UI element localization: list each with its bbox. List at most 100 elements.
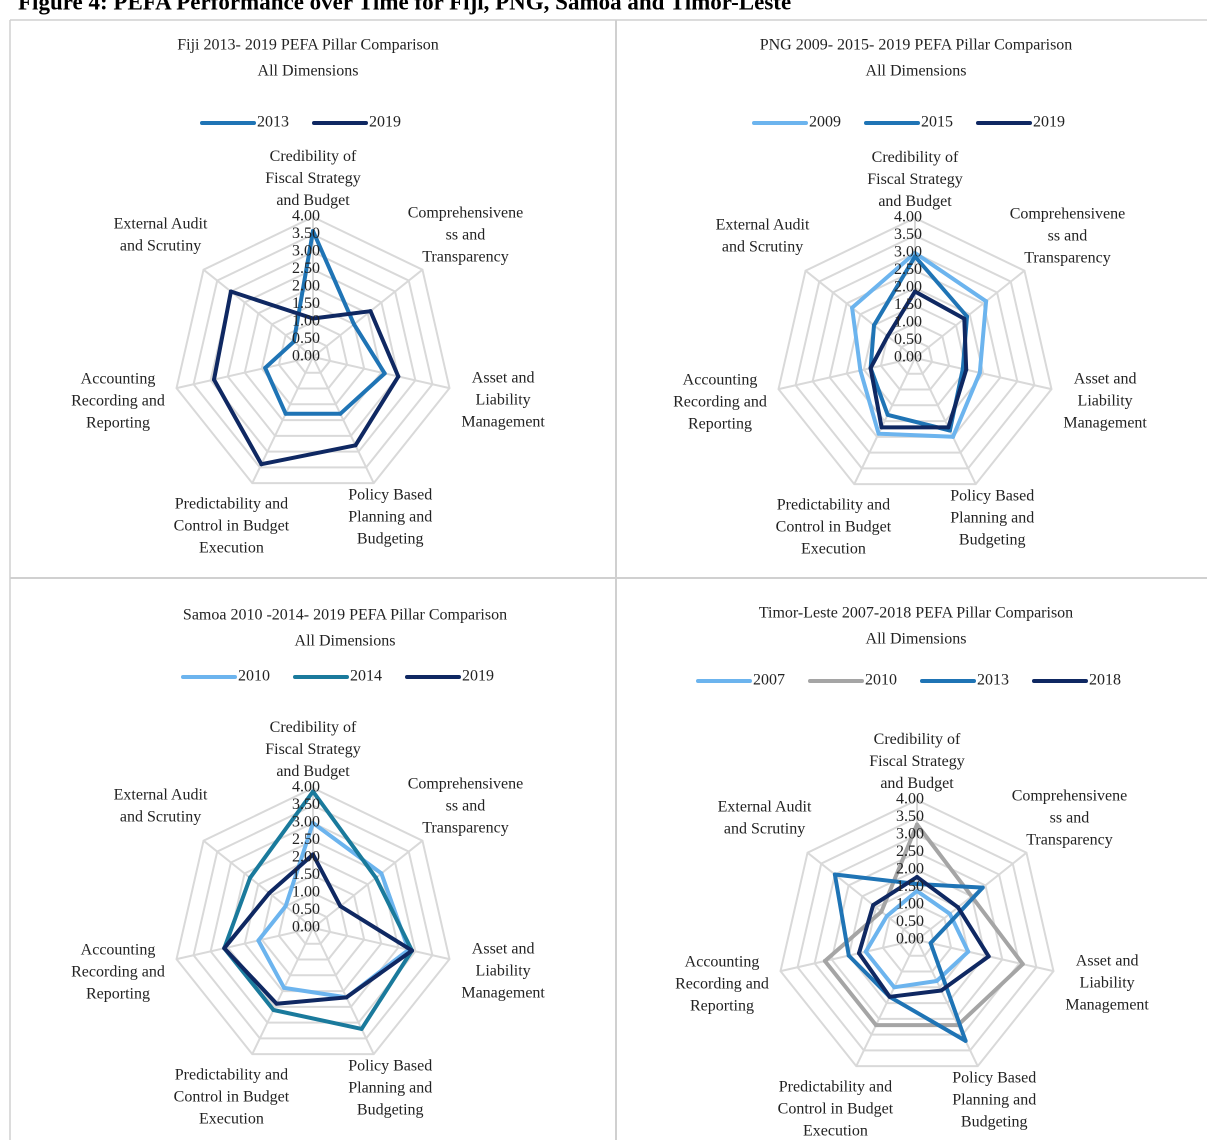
data-point [338, 904, 343, 909]
axis-label-line: External Audit [718, 798, 812, 815]
axis-label-line: Budgeting [959, 531, 1026, 548]
axis-label-line: Asset and [472, 369, 535, 386]
grid-ring [226, 268, 400, 437]
figure-title: Figure 4: PEFA Performance over Time for… [18, 0, 791, 14]
chart-panel: PNG 2009- 2015- 2019 PEFA Pillar Compari… [673, 37, 1147, 557]
data-point [947, 911, 952, 916]
axis-label-line: Accounting [81, 370, 156, 387]
axis-label-line: Planning and [952, 1091, 1036, 1108]
r-tick-label: 3.00 [894, 244, 922, 261]
data-point [382, 371, 387, 376]
data-point [311, 316, 315, 321]
data-point [939, 988, 944, 993]
axis-label: Accounting Recording and Reporting [71, 370, 165, 431]
data-point [850, 305, 855, 310]
axis-label-line: Budgeting [357, 530, 424, 547]
axis-label-line: External Audit [716, 216, 810, 233]
spoke [916, 939, 1054, 973]
grid-ring [243, 285, 383, 422]
data-point [915, 882, 919, 886]
axis-label-line: and Scrutiny [724, 820, 805, 837]
axis-label-line: Comprehensivene [408, 204, 524, 221]
data-point [373, 875, 378, 880]
grid-ring [898, 921, 936, 957]
axis-label-line: Fiscal Strategy [869, 753, 965, 770]
axis-label-line: and Scrutiny [120, 237, 201, 254]
axis-label: Comprehensivene ss and Transparency [408, 204, 524, 265]
axis-label-line: Execution [801, 540, 866, 557]
legend-label: 2010 [238, 668, 270, 685]
chart-panel: Fiji 2013- 2019 PEFA Pillar Comparison Al… [71, 37, 545, 556]
axis-label: Asset and Liability Management [1063, 370, 1147, 431]
grid-ring [294, 909, 332, 945]
axis-label-line: Execution [199, 539, 264, 556]
axis-label-line: Control in Budget [778, 1100, 894, 1117]
chart-title: PNG 2009- 2015- 2019 PEFA Pillar Compari… [760, 37, 1073, 54]
data-point [946, 425, 951, 430]
axis-label: External Audit and Scrutiny [114, 215, 208, 254]
r-tick-label: 3.00 [896, 826, 924, 843]
data-point [338, 411, 343, 416]
axis-label: Predictability and Control in Budget Execu… [778, 1078, 894, 1139]
data-point [1020, 962, 1025, 967]
data-point [282, 985, 287, 990]
axis-label-line: Liability [476, 962, 531, 979]
spoke [312, 839, 424, 929]
chart-subtitle: All Dimensions [866, 631, 967, 648]
data-point [858, 368, 863, 373]
axis-label: Comprehensivene ss and Transparency [1010, 205, 1126, 266]
chart-subtitle: All Dimensions [295, 633, 396, 650]
axis-label-line: ss and [446, 797, 486, 814]
data-point [884, 913, 889, 918]
axis-label-line: Accounting [683, 371, 758, 388]
spoke [176, 927, 314, 961]
grid-ring [794, 234, 1036, 470]
axis-label-line: Execution [803, 1122, 868, 1139]
axis-label-line: Fiscal Strategy [265, 170, 361, 187]
data-point [977, 370, 982, 375]
r-tick-label: 1.50 [292, 295, 320, 312]
data-point [950, 434, 955, 439]
legend-label: 2007 [753, 672, 785, 689]
data-point [263, 365, 268, 370]
r-tick-label: 1.50 [894, 296, 922, 313]
r-tick-label: 3.50 [894, 226, 922, 243]
grid-ring [830, 851, 1004, 1020]
grid-ring [192, 804, 434, 1040]
data-point [984, 299, 989, 304]
spoke [916, 939, 979, 1067]
axis-label-line: External Audit [114, 215, 208, 232]
axis-label-line: Predictability and [175, 495, 288, 512]
data-point [868, 366, 873, 371]
axis-label-line: Policy Based [952, 1069, 1036, 1086]
axis-label-line: Fiscal Strategy [867, 171, 963, 188]
chart-title: Samoa 2010 -2014- 2019 PEFA Pillar Compa… [183, 607, 507, 624]
data-point [913, 251, 917, 255]
axis-label-line: Credibility of [270, 719, 357, 736]
data-point [885, 412, 890, 417]
grid-ring [192, 233, 434, 469]
r-tick-label: 2.50 [292, 831, 320, 848]
series-line [822, 822, 1025, 1028]
data-point [956, 905, 961, 910]
legend-label: 2019 [1033, 114, 1065, 131]
data-point [344, 995, 349, 1000]
r-tick-label: 0.50 [292, 330, 320, 347]
axis-label-line: Transparency [422, 248, 509, 265]
data-point [934, 978, 939, 983]
axis-label-line: ss and [1050, 809, 1090, 826]
data-point [311, 229, 315, 233]
data-point [409, 948, 414, 953]
axis-label: External Audit and Scrutiny [114, 786, 208, 825]
axis-label: Predictability and Control in Budget Execu… [174, 1066, 290, 1127]
grid-ring [277, 320, 349, 390]
series-line [832, 872, 985, 1043]
r-tick-label: 1.00 [896, 896, 924, 913]
axis-label-line: and Budget [878, 193, 952, 210]
grid-ring [796, 816, 1038, 1052]
data-point [915, 822, 919, 827]
axis-label-line: Accounting [685, 953, 760, 970]
spoke [251, 927, 314, 1055]
data-point [832, 872, 837, 877]
